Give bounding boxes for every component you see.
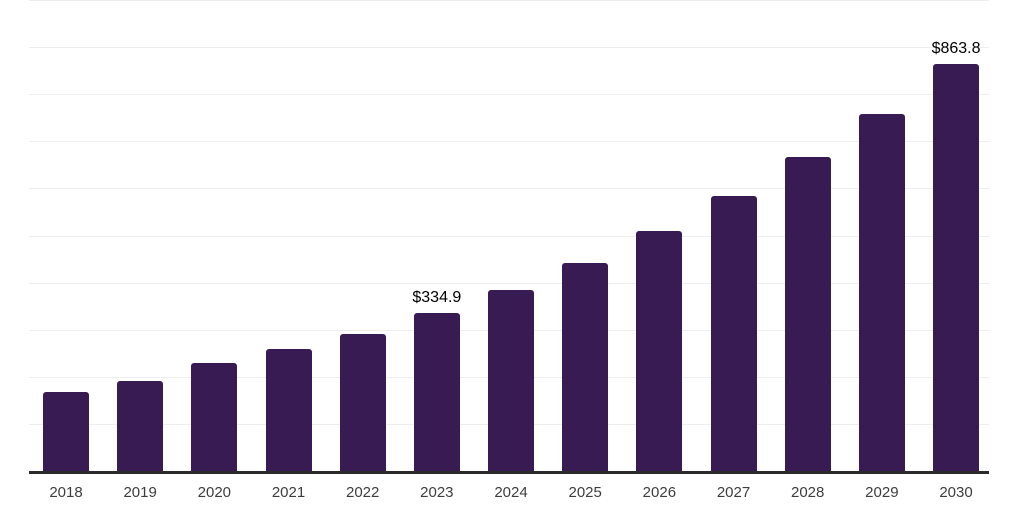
x-tick-label-2020: 2020	[197, 484, 232, 501]
x-tick-label-2021: 2021	[271, 484, 306, 501]
value-label-2030: $863.8	[931, 40, 981, 58]
x-tick-label-2025: 2025	[568, 484, 602, 501]
x-tick-label-2027: 2027	[716, 484, 751, 501]
x-tick-label-2019: 2019	[123, 484, 157, 501]
bar-2027	[710, 195, 757, 471]
y-gridline	[29, 235, 989, 237]
bar-2019	[117, 380, 164, 471]
x-axis-tick-labels: 2018 2019 2020 2021 2022 2023 2024 2025 2026 2027…	[29, 485, 989, 503]
bar-2028	[784, 156, 831, 471]
y-gridline	[29, 47, 989, 49]
x-tick-label-2030: 2030	[939, 484, 973, 501]
y-gridline	[29, 0, 989, 1]
bar-2023	[413, 313, 460, 471]
bar-2021	[265, 348, 312, 471]
y-gridline	[29, 188, 989, 190]
y-gridline	[29, 141, 989, 143]
x-tick-label-2024: 2024	[494, 484, 528, 501]
x-tick-label-2026: 2026	[642, 484, 677, 501]
y-gridline	[29, 282, 989, 284]
x-tick-label-2029: 2029	[865, 484, 899, 501]
x-tick-label-2018: 2018	[49, 484, 83, 501]
bar-2020	[191, 362, 238, 471]
x-axis-line	[29, 471, 989, 474]
bar-2022	[339, 333, 386, 471]
y-gridline	[29, 94, 989, 96]
bar-2025	[562, 262, 609, 471]
x-tick-label-2022: 2022	[345, 484, 380, 501]
bar-2026	[636, 231, 683, 471]
x-tick-label-2028: 2028	[791, 484, 825, 501]
value-label-2023: $334.9	[412, 289, 462, 307]
bar-2024	[488, 289, 535, 471]
bar-2018	[43, 391, 89, 471]
plot-area: $334.9 $863.8	[29, 0, 989, 471]
bar-2030	[933, 64, 980, 471]
bar-2029	[858, 113, 905, 471]
x-tick-label-2023: 2023	[420, 484, 454, 501]
